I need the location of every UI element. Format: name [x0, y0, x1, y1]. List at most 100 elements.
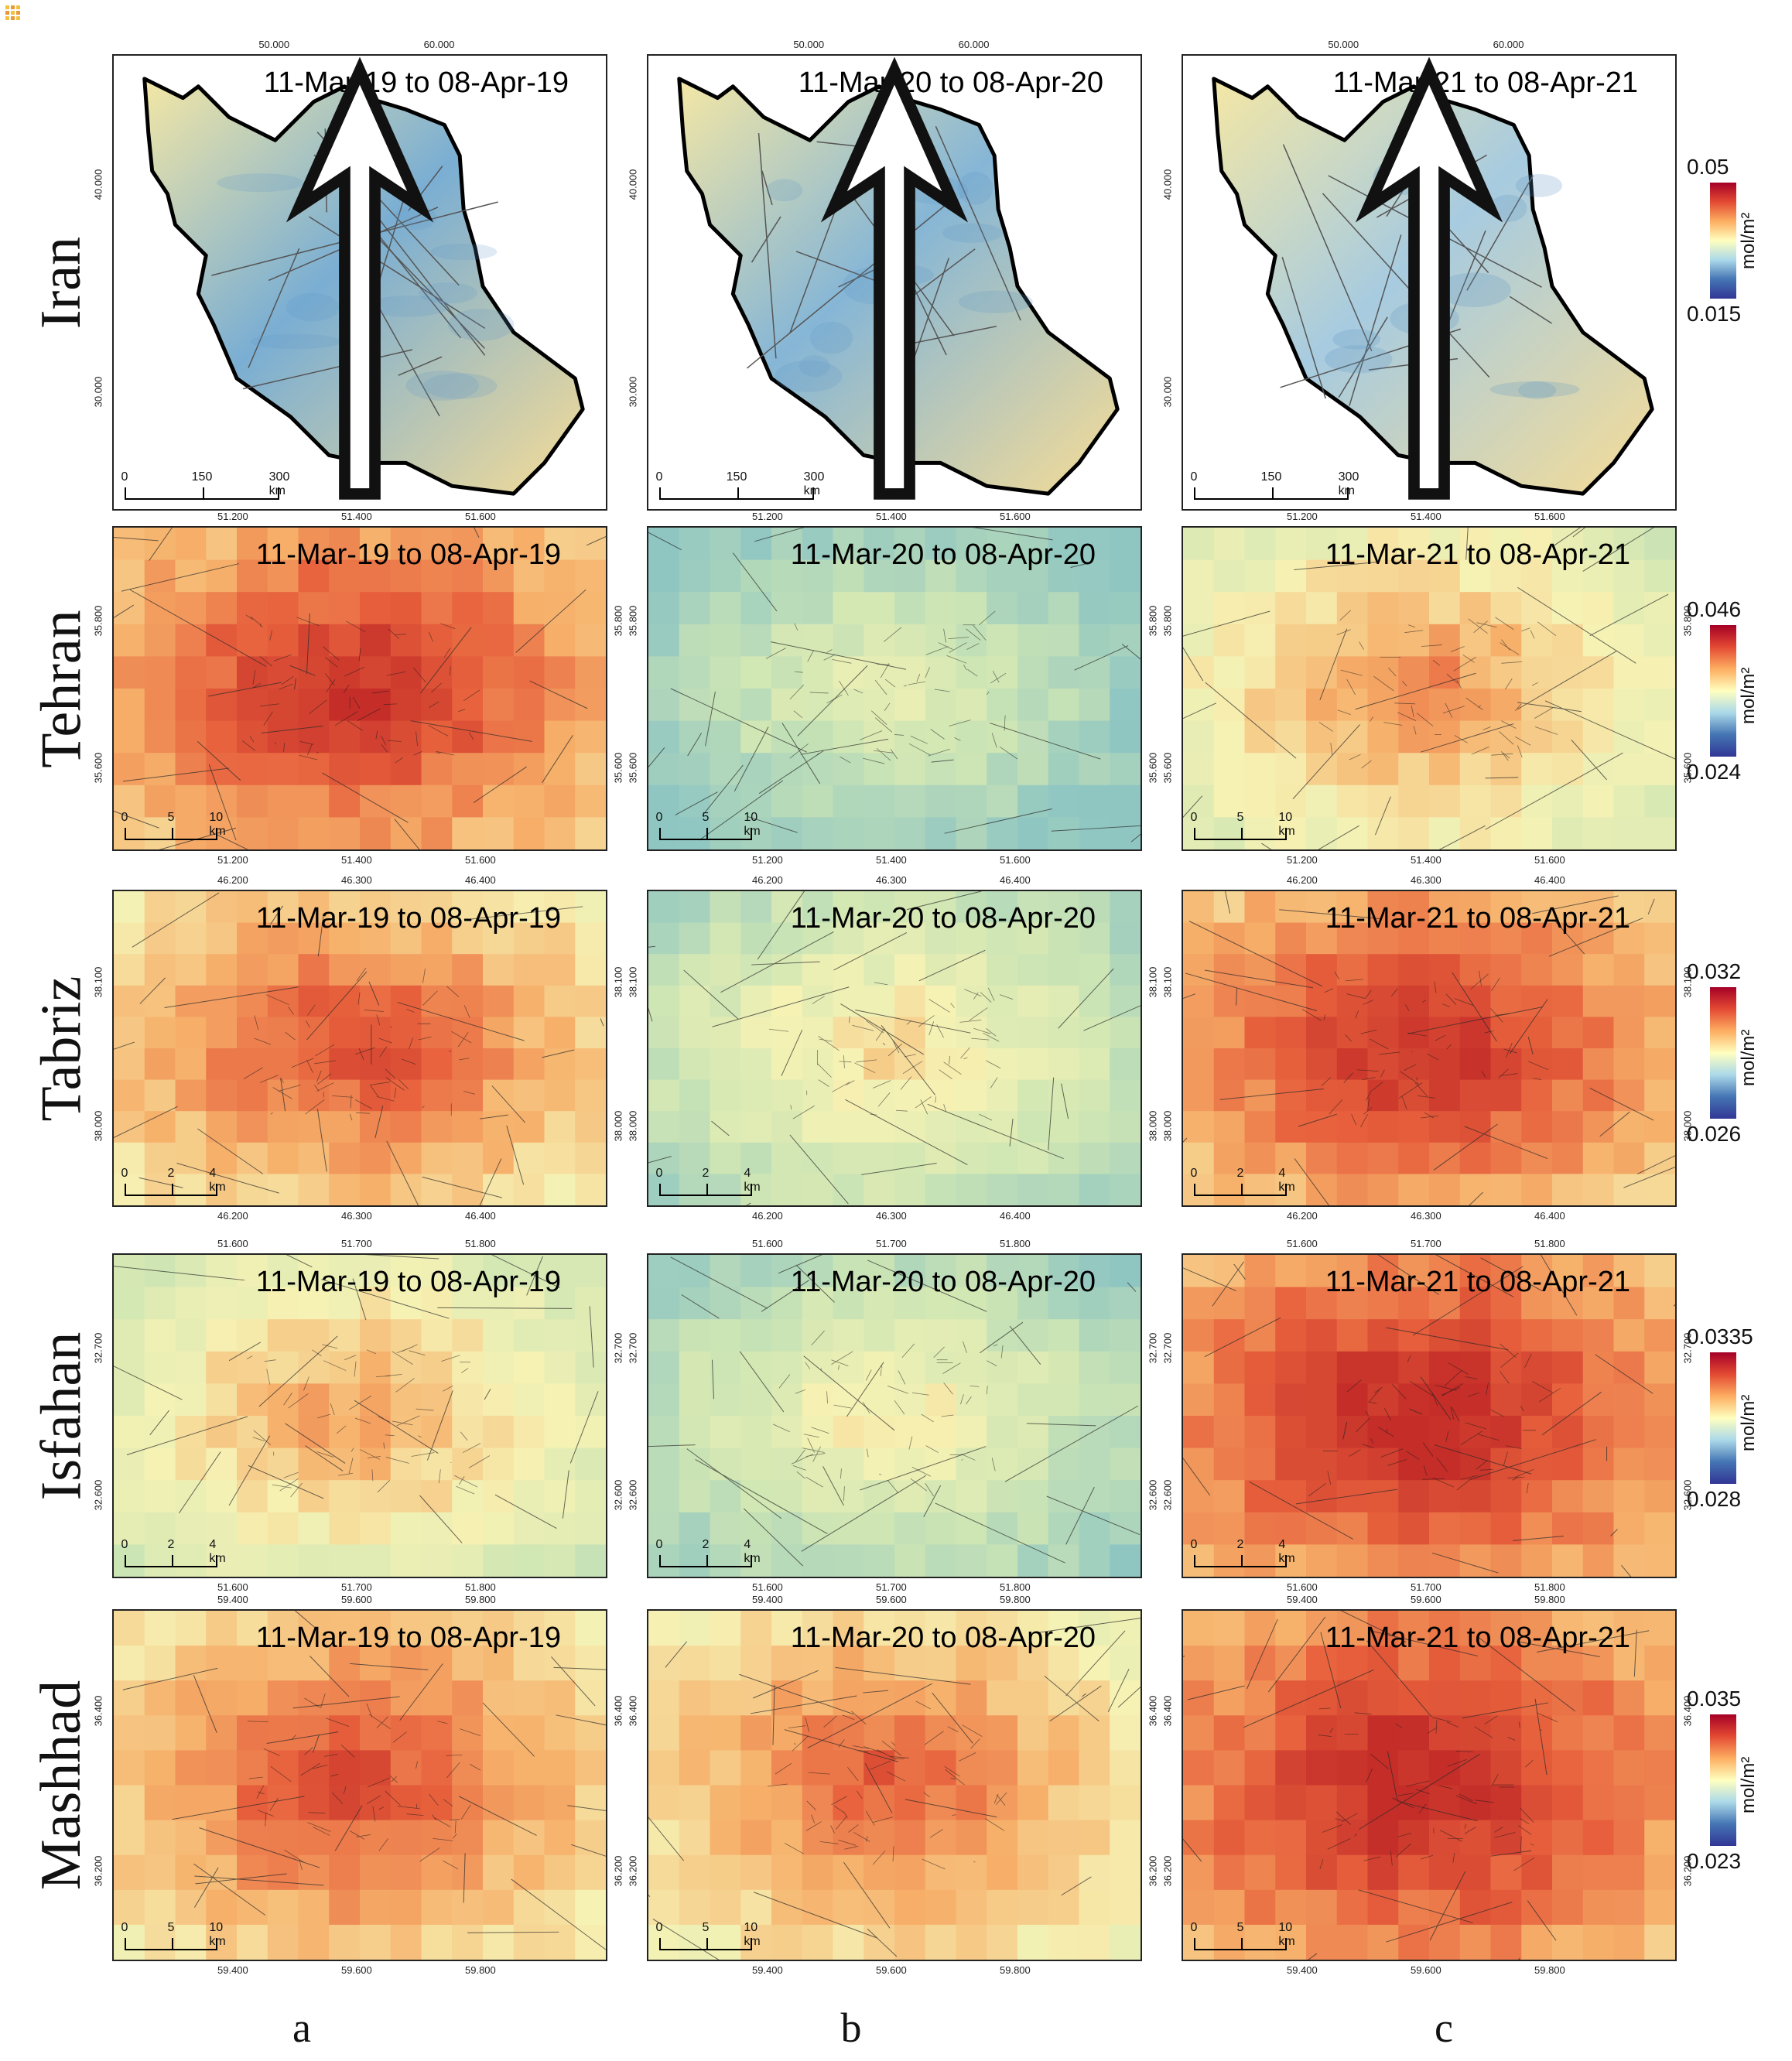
scale-label: 4 km: [744, 1167, 761, 1194]
scale-label: 5: [1236, 811, 1244, 824]
scale-label: 0: [1190, 1921, 1198, 1934]
x-tick-label: 51.200: [1287, 511, 1318, 522]
scale-label: 10 km: [1278, 1921, 1295, 1948]
y-tick-label: 36.200: [627, 1855, 639, 1887]
row-label-mashhad: Mashhad: [29, 1680, 94, 1891]
legend-unit: mol/m²: [1738, 1756, 1759, 1813]
map-frame: 11-Mar-19 to 08-Apr-19 0 150 300 km: [112, 54, 607, 511]
map-raster: [648, 1611, 1141, 1960]
y-tick-label: 36.200: [612, 1855, 624, 1887]
scale-bar: 0 5 10 km: [121, 1921, 226, 1950]
scale-bar: 0 2 4 km: [121, 1538, 226, 1567]
x-tick-label: 51.800: [1000, 1238, 1031, 1249]
x-tick-label: 51.200: [752, 854, 783, 866]
y-tick-label: 40.000: [92, 169, 104, 200]
x-tick-label: 51.600: [752, 1238, 783, 1249]
x-tick-label: 51.400: [1411, 511, 1441, 522]
period-title: 11-Mar-20 to 08-Apr-20: [790, 1622, 1096, 1654]
legend-min: 0.015: [1687, 301, 1742, 326]
y-tick-label: 38.000: [612, 1110, 624, 1142]
map-raster: [114, 891, 606, 1205]
scale-label: 2: [167, 1538, 175, 1551]
x-tick-label: 51.700: [1411, 1238, 1441, 1249]
scale-label: 2: [702, 1538, 710, 1551]
period-title: 11-Mar-21 to 08-Apr-21: [1325, 1622, 1630, 1654]
scale-label: 0: [1190, 1538, 1198, 1551]
period-title: 11-Mar-21 to 08-Apr-21: [1325, 538, 1630, 571]
row-label-tehran: Tehran: [29, 609, 94, 768]
period-title: 11-Mar-19 to 08-Apr-19: [263, 67, 569, 99]
x-tick-label: 46.300: [1411, 1210, 1441, 1222]
x-tick-label: 51.400: [876, 511, 907, 522]
legend-min: 0.026: [1687, 1122, 1742, 1147]
scale-label: 0: [655, 811, 663, 824]
y-tick-label: 30.000: [627, 376, 639, 408]
y-tick-label: 38.000: [627, 1110, 639, 1142]
map-panel-isfahan-c: 11-Mar-21 to 08-Apr-21 0 2 4 km 51.600 51.600…: [1161, 1238, 1693, 1593]
y-tick-label: 35.800: [627, 605, 639, 636]
x-tick-label: 60.000: [958, 39, 990, 50]
x-tick-label: 51.600: [1287, 1238, 1318, 1249]
y-tick-label: 32.600: [627, 1480, 639, 1511]
grid-app-icon: [5, 5, 20, 20]
x-tick-label: 50.000: [258, 39, 290, 50]
map-raster: [114, 1611, 606, 1960]
x-tick-label: 51.400: [1411, 854, 1441, 866]
map-frame: 11-Mar-20 to 08-Apr-20 0 2 4 km: [647, 890, 1142, 1207]
x-tick-label: 46.200: [1287, 1210, 1318, 1222]
legend-color-bar: [1710, 1714, 1736, 1847]
period-title: 11-Mar-20 to 08-Apr-20: [798, 67, 1103, 99]
period-title: 11-Mar-20 to 08-Apr-20: [790, 538, 1096, 571]
y-tick-label: 36.400: [1161, 1695, 1174, 1727]
x-tick-label: 46.400: [1000, 1210, 1031, 1222]
y-tick-label: 35.600: [1161, 753, 1174, 784]
x-tick-label: 59.800: [465, 1594, 496, 1605]
map-panel-tehran-b: 11-Mar-20 to 08-Apr-20 0 5 10 km 51.200 51.20…: [627, 511, 1158, 866]
x-tick-label: 46.200: [1287, 874, 1318, 886]
scale-label: 0: [121, 470, 128, 484]
map-raster: [1183, 1255, 1675, 1577]
map-raster: [1183, 1611, 1675, 1960]
x-tick-label: 59.600: [876, 1964, 907, 1976]
scale-label: 150: [726, 470, 747, 484]
x-tick-label: 59.600: [341, 1594, 372, 1605]
x-tick-label: 51.600: [752, 1581, 783, 1593]
map-panel-tabriz-c: 11-Mar-21 to 08-Apr-21 0 2 4 km 46.200 46.200…: [1161, 874, 1693, 1222]
map-panel-iran-b: 11-Mar-20 to 08-Apr-20 0 150 300 km 50.000 60…: [627, 39, 1142, 511]
map-raster: [1183, 528, 1675, 849]
row-label-iran: Iran: [29, 236, 94, 329]
x-tick-label: 50.000: [793, 39, 825, 50]
y-tick-label: 38.100: [1161, 966, 1174, 998]
scale-label: 4 km: [1278, 1538, 1295, 1565]
x-tick-label: 46.300: [341, 1210, 372, 1222]
y-tick-label: 32.700: [92, 1332, 104, 1363]
period-title: 11-Mar-19 to 08-Apr-19: [255, 1266, 561, 1298]
map-raster: [648, 1255, 1141, 1577]
scale-label: 5: [167, 1921, 175, 1934]
y-tick-label: 32.600: [612, 1480, 624, 1511]
x-tick-label: 46.200: [752, 874, 783, 886]
x-tick-label: 51.600: [1534, 854, 1565, 866]
y-tick-label: 36.400: [612, 1695, 624, 1727]
x-tick-label: 59.600: [1411, 1964, 1441, 1976]
x-tick-label: 51.600: [1287, 1581, 1318, 1593]
scale-label: 10 km: [209, 1921, 226, 1948]
x-tick-label: 51.600: [1534, 511, 1565, 522]
x-tick-label: 59.600: [341, 1964, 372, 1976]
scale-bar: 0 5 10 km: [121, 811, 226, 840]
x-tick-label: 59.800: [1534, 1964, 1565, 1976]
scale-label: 0: [1190, 470, 1198, 484]
legend-unit: mol/m²: [1738, 1394, 1759, 1451]
legend-max: 0.0335: [1687, 1324, 1753, 1349]
period-title: 11-Mar-21 to 08-Apr-21: [1325, 902, 1630, 935]
x-tick-label: 51.600: [465, 854, 496, 866]
map-panel-mashhad-c: 11-Mar-21 to 08-Apr-21 0 5 10 km 59.400 59.40…: [1161, 1594, 1693, 1976]
map-frame: 11-Mar-21 to 08-Apr-21 0 2 4 km: [1182, 1253, 1677, 1578]
scale-label: 4 km: [1278, 1167, 1295, 1194]
x-tick-label: 51.600: [465, 511, 496, 522]
y-tick-label: 32.600: [1161, 1480, 1174, 1511]
period-title: 11-Mar-19 to 08-Apr-19: [255, 902, 561, 935]
scale-bar: 0 2 4 km: [1190, 1538, 1295, 1567]
x-tick-label: 51.400: [341, 854, 372, 866]
scale-label: 10 km: [744, 1921, 761, 1948]
